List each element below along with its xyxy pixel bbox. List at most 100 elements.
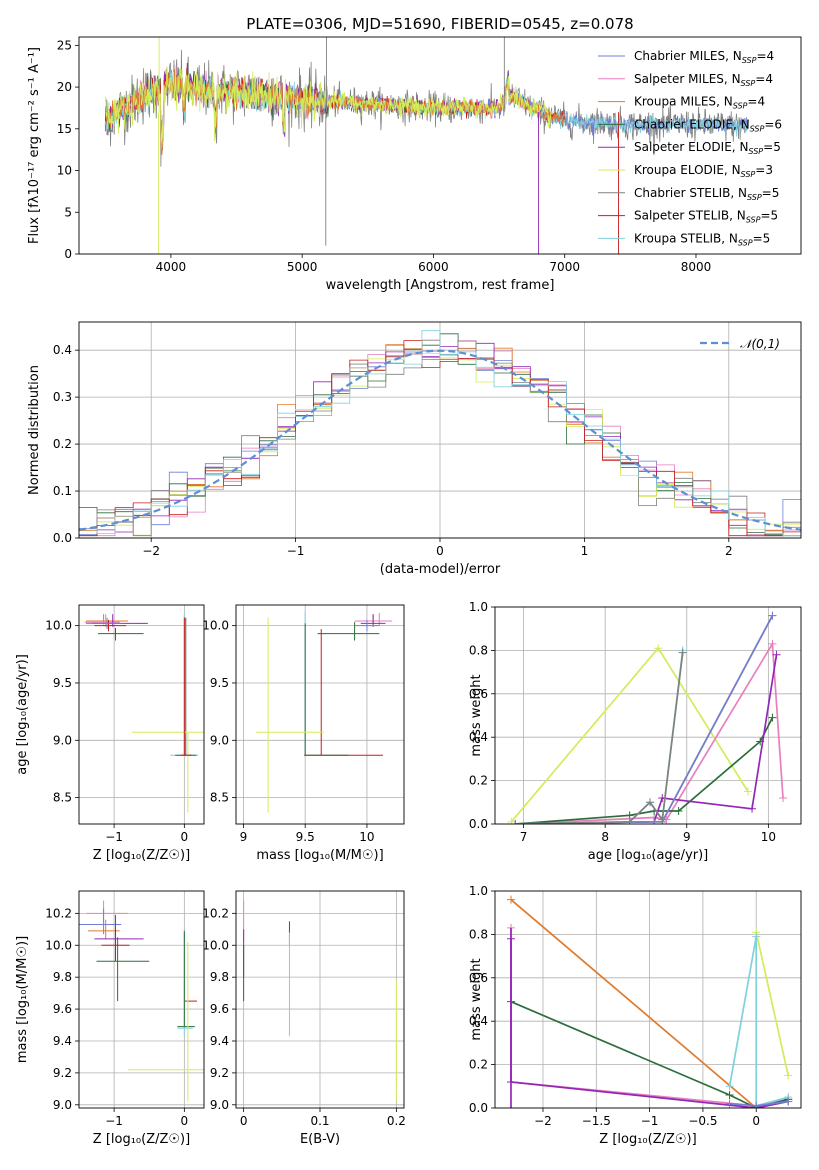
legend-label: Kroupa MILES, NSSP=4 (634, 95, 765, 111)
axes-frame (494, 890, 802, 1109)
x-tick-label: 8 (601, 830, 609, 844)
mass-weight-marker (650, 817, 659, 824)
y-tick-label: 9.8 (210, 970, 229, 984)
y-tick-label: 25 (57, 38, 72, 52)
y-tick-label: 9.5 (210, 676, 229, 690)
mass-weight-marker (507, 817, 516, 824)
y-tick-label: 9.6 (53, 1002, 72, 1016)
x-tick-label: 0 (752, 1114, 760, 1128)
y-tick-label: 9.4 (210, 1034, 229, 1048)
y-tick-label: 0.2 (53, 437, 72, 451)
y-tick-label: 0.4 (469, 730, 488, 744)
y-tick-label: 10.2 (45, 906, 72, 920)
y-tick-label: 9.0 (210, 733, 229, 747)
x-tick-label: −2 (534, 1114, 552, 1128)
mass-weight-marker (768, 713, 777, 722)
y-tick-label: 9.2 (53, 1066, 72, 1080)
plot-area (506, 895, 793, 1108)
x-tick-label: 7 (520, 830, 528, 844)
x-axis-label: E(B-V) (300, 1132, 340, 1147)
panel-6: −1 0 9.0 9.2 9.4 9.6 9.8 10.0 10.2 Z [log₁₀(Z/Z☉)… (15, 890, 205, 1147)
panel-2: −2 −1 0 1 2 0.0 0.1 0.2 0.3 0.4 (data-model)/error… (27, 321, 802, 577)
x-tick-label: 0.1 (310, 1114, 329, 1128)
x-tick-label: 7000 (549, 260, 580, 274)
mass-weight-marker (654, 644, 663, 653)
axes-frame (78, 604, 205, 825)
x-axis-label: Z [log₁₀(Z/Z☉)] (599, 1132, 696, 1147)
mass-weight-line (755, 932, 790, 1076)
panel-5: 7 8 9 10 0.0 0.2 0.4 0.6 0.8 1.0 age [log₁₀(age/yr… (469, 600, 802, 863)
legend-label: Chabrier ELODIE, NSSP=6 (634, 117, 782, 133)
x-axis-label: (data-model)/error (380, 562, 501, 577)
mass-weight-marker (678, 648, 687, 657)
y-tick-label: 10.0 (45, 938, 72, 952)
y-axis-label: Normed distribution (27, 365, 42, 495)
mass-weight-marker (768, 611, 777, 620)
mass-weight-line (728, 936, 789, 1107)
mass-weight-marker (646, 798, 655, 807)
y-tick-label: 10.0 (202, 619, 229, 633)
mass-weight-line (515, 615, 774, 824)
x-tick-label: 9 (683, 830, 691, 844)
axes-frame (235, 890, 405, 1109)
mass-weight-marker (725, 1082, 734, 1091)
plot-area (255, 611, 392, 813)
mass-weight-marker (772, 650, 781, 659)
mass-weight-marker (725, 1099, 734, 1108)
panel-7: 0 0.1 0.2 9.0 9.2 9.4 9.6 9.8 10.0 10.2 E(B-V) (202, 890, 406, 1147)
y-tick-label: 0.2 (469, 774, 488, 788)
axes-frame (235, 604, 405, 825)
y-axis-label: mass [log₁₀(M/M☉)] (15, 936, 30, 1063)
mass-weight-marker (752, 1101, 761, 1108)
plot-area (507, 611, 788, 824)
y-tick-label: 10.0 (45, 619, 72, 633)
panel-8: −2 −1.5 −1 −0.5 0 0.0 0.2 0.4 0.6 0.8 1.0 Z [log₁₀(… (469, 884, 802, 1147)
x-tick-label: 0 (181, 1114, 189, 1128)
y-tick-label: 10 (57, 164, 72, 178)
legend-label: 𝒩(0,1) (740, 337, 780, 351)
legend-label: Chabrier MILES, NSSP=4 (634, 49, 774, 65)
y-tick-label: 1.0 (469, 884, 488, 898)
y-tick-label: 0.0 (469, 817, 488, 831)
axes-frame (494, 606, 802, 825)
y-tick-label: 0 (64, 247, 72, 261)
y-tick-label: 0.2 (469, 1058, 488, 1072)
y-tick-label: 8.5 (53, 791, 72, 805)
legend-label: Salpeter ELODIE, NSSP=5 (634, 140, 781, 156)
x-tick-label: 10 (761, 830, 776, 844)
y-tick-label: 5 (64, 205, 72, 219)
figure-title: PLATE=0306, MJD=51690, FIBERID=0545, z=0… (246, 15, 633, 33)
mass-weight-line (515, 717, 774, 824)
x-tick-label: −1 (641, 1114, 659, 1128)
y-tick-label: 0.0 (53, 531, 72, 545)
x-axis-label: mass [log₁₀(M/M☉)] (256, 848, 383, 863)
y-tick-label: 9.2 (210, 1066, 229, 1080)
mass-weight-marker (752, 932, 761, 941)
axes-frame (78, 36, 802, 255)
legend-label: Kroupa ELODIE, NSSP=3 (634, 163, 773, 179)
x-tick-label: −1 (105, 830, 123, 844)
y-tick-label: 0.6 (469, 971, 488, 985)
y-tick-label: 9.6 (210, 1002, 229, 1016)
mass-weight-marker (743, 787, 752, 796)
mass-weight-marker (511, 820, 520, 824)
y-tick-label: 9.0 (210, 1098, 229, 1112)
x-axis-label: wavelength [Angstrom, rest frame] (326, 278, 555, 293)
gaussian-reference-line (79, 349, 801, 531)
x-tick-label: −1 (105, 1114, 123, 1128)
y-axis-label: age [log₁₀(age/yr)] (15, 654, 30, 775)
x-axis-label: Z [log₁₀(Z/Z☉)] (93, 848, 190, 863)
mass-weight-marker (674, 806, 683, 815)
x-tick-label: 0 (436, 544, 444, 558)
mass-weight-marker (768, 639, 777, 648)
y-tick-label: 0.8 (469, 643, 488, 657)
y-axis-label: mass weight (469, 674, 484, 756)
legend: Chabrier MILES, NSSP=4 Salpeter MILES, NS… (598, 49, 782, 247)
y-tick-label: 1.0 (469, 600, 488, 614)
y-tick-label: 10.0 (202, 938, 229, 952)
y-tick-label: 9.5 (53, 676, 72, 690)
x-tick-label: 0.2 (387, 1114, 406, 1128)
y-tick-label: 0.1 (53, 484, 72, 498)
mass-weight-marker (784, 1097, 793, 1106)
